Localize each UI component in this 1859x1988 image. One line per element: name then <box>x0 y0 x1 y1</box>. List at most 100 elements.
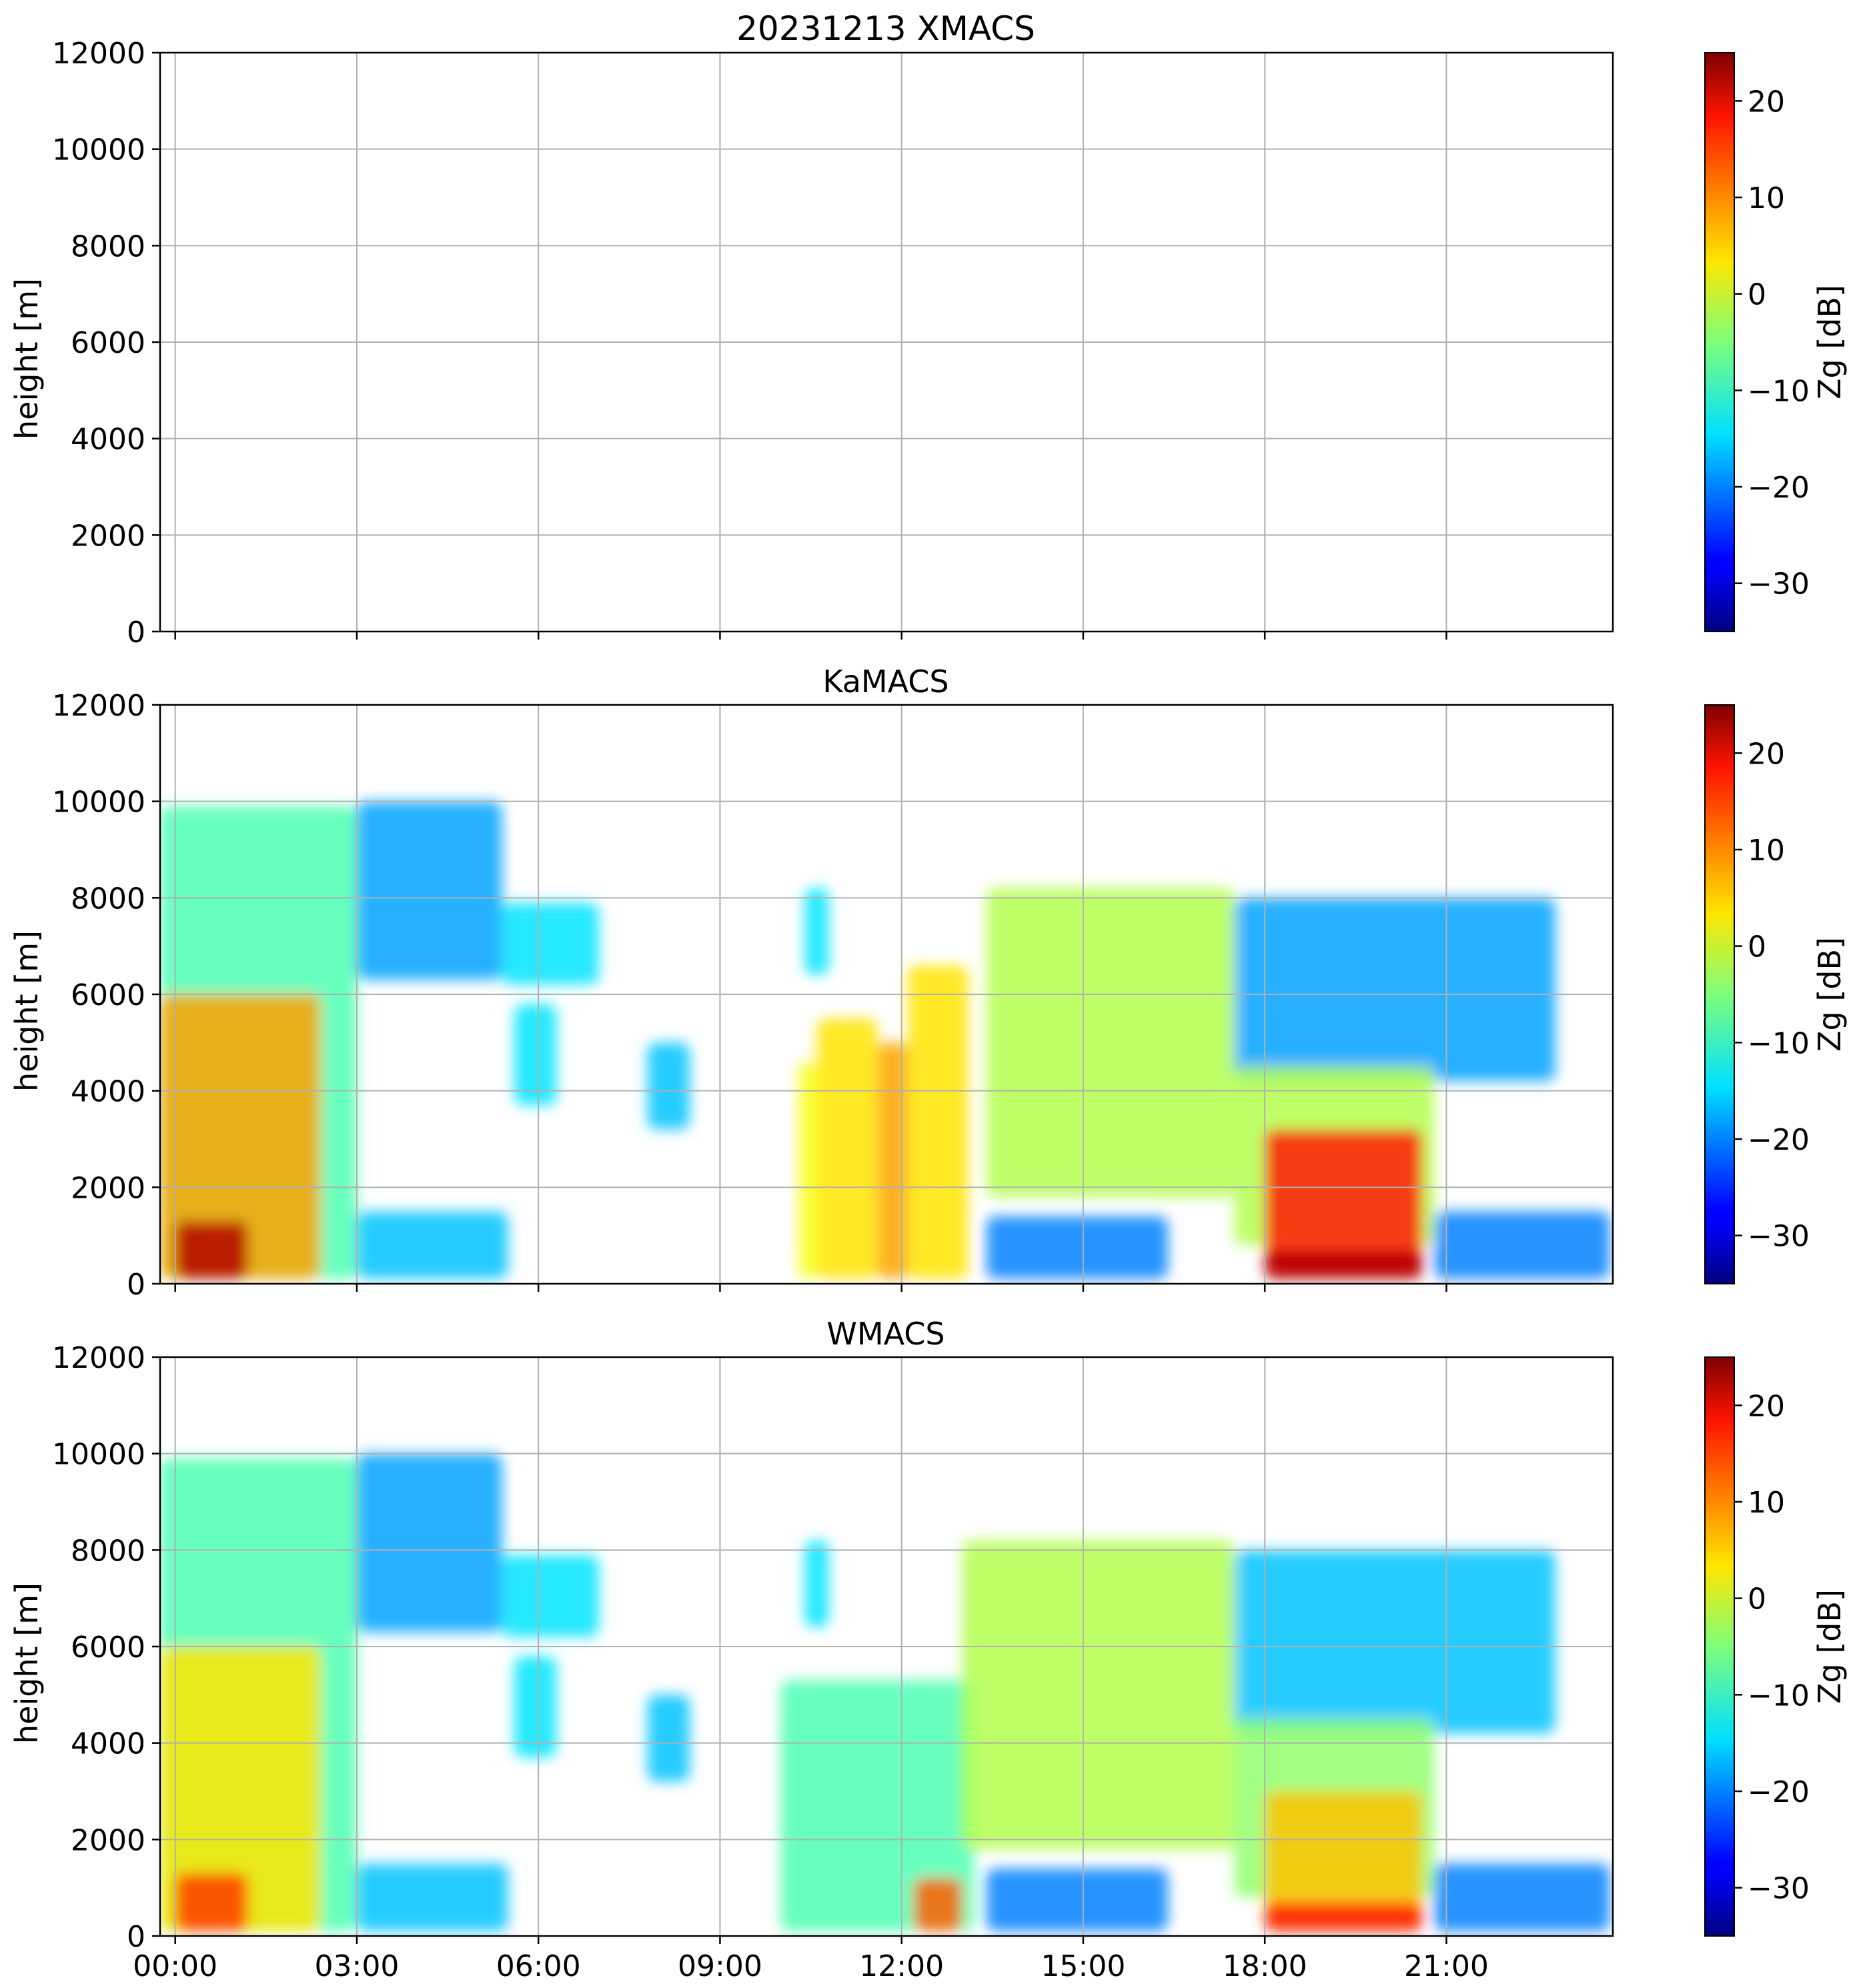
colorbar-tick-label: 10 <box>1748 1486 1785 1520</box>
x-tick-label: 21:00 <box>1404 1949 1489 1983</box>
colorbar-label-xmacs: Zg [dB] <box>1812 285 1848 399</box>
x-tick-label: 00:00 <box>133 1949 217 1983</box>
colorbar-tick-label: 10 <box>1748 834 1785 868</box>
colorbar-tick-label: 0 <box>1748 278 1766 312</box>
colorbar-tick-label: −20 <box>1748 471 1810 505</box>
y-tick-label: 8000 <box>71 229 145 263</box>
panel-title-wmacs: WMACS <box>826 1316 945 1352</box>
y-tick-label: 12000 <box>52 689 145 723</box>
echo-region <box>798 1062 817 1279</box>
colorbar-wmacs: −30 −20 −10 0 10 20 Zg [dB] <box>1704 1356 1848 1937</box>
echo-region <box>502 1555 599 1637</box>
plot-frame-kamacs <box>159 704 1614 1285</box>
x-tick-label: 06:00 <box>496 1949 581 1983</box>
y-tick-label: 6000 <box>71 978 145 1012</box>
kamacs-y-ticks: 0 2000 4000 6000 8000 10000 12000 <box>52 689 160 1302</box>
echo-region <box>1265 1902 1423 1931</box>
colorbar-tick-label: −30 <box>1748 1220 1810 1254</box>
colorbar-tick-label: −30 <box>1748 1872 1810 1906</box>
y-tick-label: 2000 <box>71 1823 145 1857</box>
kamacs-panel: KaMACS 0 2000 4000 6000 8000 10000 12000 heigh… <box>9 664 1848 1302</box>
colorbar-ticks: −30 −20 −10 0 10 20 <box>1734 737 1810 1254</box>
plot-frame-xmacs <box>159 51 1614 633</box>
echo-region <box>913 1878 963 1931</box>
y-tick-label: 4000 <box>71 1727 145 1761</box>
echo-region <box>514 1004 557 1106</box>
colorbar-gradient <box>1704 52 1735 632</box>
plot-frame-wmacs <box>159 1356 1614 1937</box>
colorbar-ticks: −30 −20 −10 0 10 20 <box>1734 1389 1810 1906</box>
colorbar-tick-label: 20 <box>1748 1389 1785 1423</box>
panel-title-kamacs: KaMACS <box>822 664 949 700</box>
kamacs-x-ticks <box>174 1284 1447 1292</box>
y-tick-label: 10000 <box>52 786 145 820</box>
colorbar-label-wmacs: Zg [dB] <box>1812 1589 1848 1704</box>
echo-region <box>356 1863 508 1931</box>
echo-layer <box>160 801 1610 1279</box>
echo-region <box>1265 1791 1423 1931</box>
y-tick-label: 8000 <box>71 882 145 916</box>
echo-region <box>1234 1550 1556 1734</box>
echo-region <box>1434 1863 1610 1931</box>
colorbar-ticks: −30 −20 −10 0 10 20 <box>1734 85 1810 602</box>
echo-region <box>877 1042 908 1279</box>
echo-region <box>160 994 321 1279</box>
x-tick-label: 18:00 <box>1223 1949 1307 1983</box>
xmacs-grid <box>160 52 1613 632</box>
colorbar-kamacs: −30 −20 −10 0 10 20 Zg [dB] <box>1704 704 1848 1284</box>
y-tick-label: 2000 <box>71 1171 145 1205</box>
colorbar-label-kamacs: Zg [dB] <box>1812 937 1848 1052</box>
y-axis-label-xmacs: height [m] <box>9 278 45 439</box>
y-tick-label: 6000 <box>71 1631 145 1665</box>
y-tick-label: 0 <box>127 1920 145 1954</box>
echo-region <box>356 1211 508 1279</box>
echo-region <box>1265 1250 1423 1279</box>
echo-region <box>175 1873 248 1931</box>
y-tick-label: 10000 <box>52 1438 145 1472</box>
colorbar-tick-label: 20 <box>1748 85 1785 119</box>
echo-region <box>647 1695 690 1782</box>
y-axis-label-kamacs: height [m] <box>9 930 45 1092</box>
y-tick-label: 0 <box>127 1268 145 1302</box>
colorbar-gradient <box>1704 704 1735 1284</box>
colorbar-tick-label: −10 <box>1748 1026 1810 1060</box>
colorbar-tick-label: −10 <box>1748 374 1810 408</box>
y-tick-label: 12000 <box>52 37 145 71</box>
y-tick-label: 10000 <box>52 133 145 167</box>
echo-region <box>1265 1129 1423 1279</box>
y-tick-label: 4000 <box>71 1075 145 1109</box>
kamacs-echoes <box>160 801 1610 1279</box>
xmacs-panel: 20231213 XMACS 0 2000 4000 6000 8000 10000 120… <box>9 9 1848 650</box>
xmacs-y-ticks: 0 2000 4000 6000 8000 10000 12000 <box>52 37 160 650</box>
xmacs-x-ticks <box>174 632 1447 640</box>
echo-region <box>907 965 969 1279</box>
y-axis-label-wmacs: height [m] <box>9 1583 45 1744</box>
echo-region <box>816 1018 878 1279</box>
colorbar-tick-label: 0 <box>1748 1583 1766 1617</box>
echo-region <box>986 1868 1168 1931</box>
y-tick-label: 2000 <box>71 519 145 553</box>
echo-region <box>804 1540 829 1628</box>
echo-region <box>804 888 829 976</box>
panel-title-xmacs: 20231213 XMACS <box>736 9 1035 48</box>
x-tick-label: 09:00 <box>678 1949 762 1983</box>
wmacs-echoes <box>160 1453 1610 1931</box>
y-tick-label: 0 <box>127 616 145 650</box>
echo-region <box>356 801 502 980</box>
wmacs-x-ticks: 00:00 03:00 06:00 09:00 12:00 15:00 18:00 21:00 <box>133 1936 1489 1983</box>
echo-region <box>502 902 599 985</box>
echo-region <box>1234 898 1556 1082</box>
y-tick-label: 12000 <box>52 1341 145 1375</box>
y-tick-label: 6000 <box>71 326 145 360</box>
colorbar-tick-label: −20 <box>1748 1775 1810 1809</box>
echo-region <box>1434 1211 1610 1279</box>
echo-region <box>160 1647 321 1931</box>
echo-region <box>986 888 1235 1197</box>
colorbar-gradient <box>1704 1356 1735 1937</box>
echo-region <box>356 1453 502 1633</box>
echo-region <box>647 1042 690 1130</box>
colorbar-tick-label: 20 <box>1748 737 1785 771</box>
echo-layer <box>160 1453 1610 1931</box>
